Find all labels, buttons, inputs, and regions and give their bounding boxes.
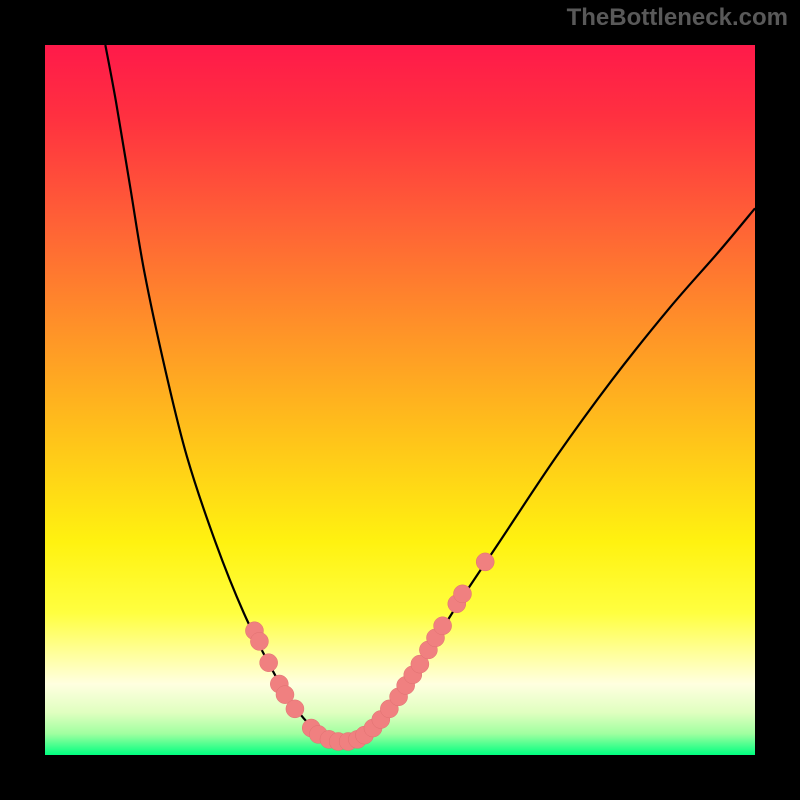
data-marker <box>250 632 268 650</box>
data-marker <box>260 654 278 672</box>
data-marker <box>476 553 494 571</box>
data-marker <box>286 700 304 718</box>
data-marker <box>453 585 471 603</box>
watermark-text: TheBottleneck.com <box>567 4 788 32</box>
plot-area <box>45 45 755 755</box>
data-marker <box>434 617 452 635</box>
chart-svg <box>45 45 755 755</box>
gradient-background <box>45 45 755 755</box>
